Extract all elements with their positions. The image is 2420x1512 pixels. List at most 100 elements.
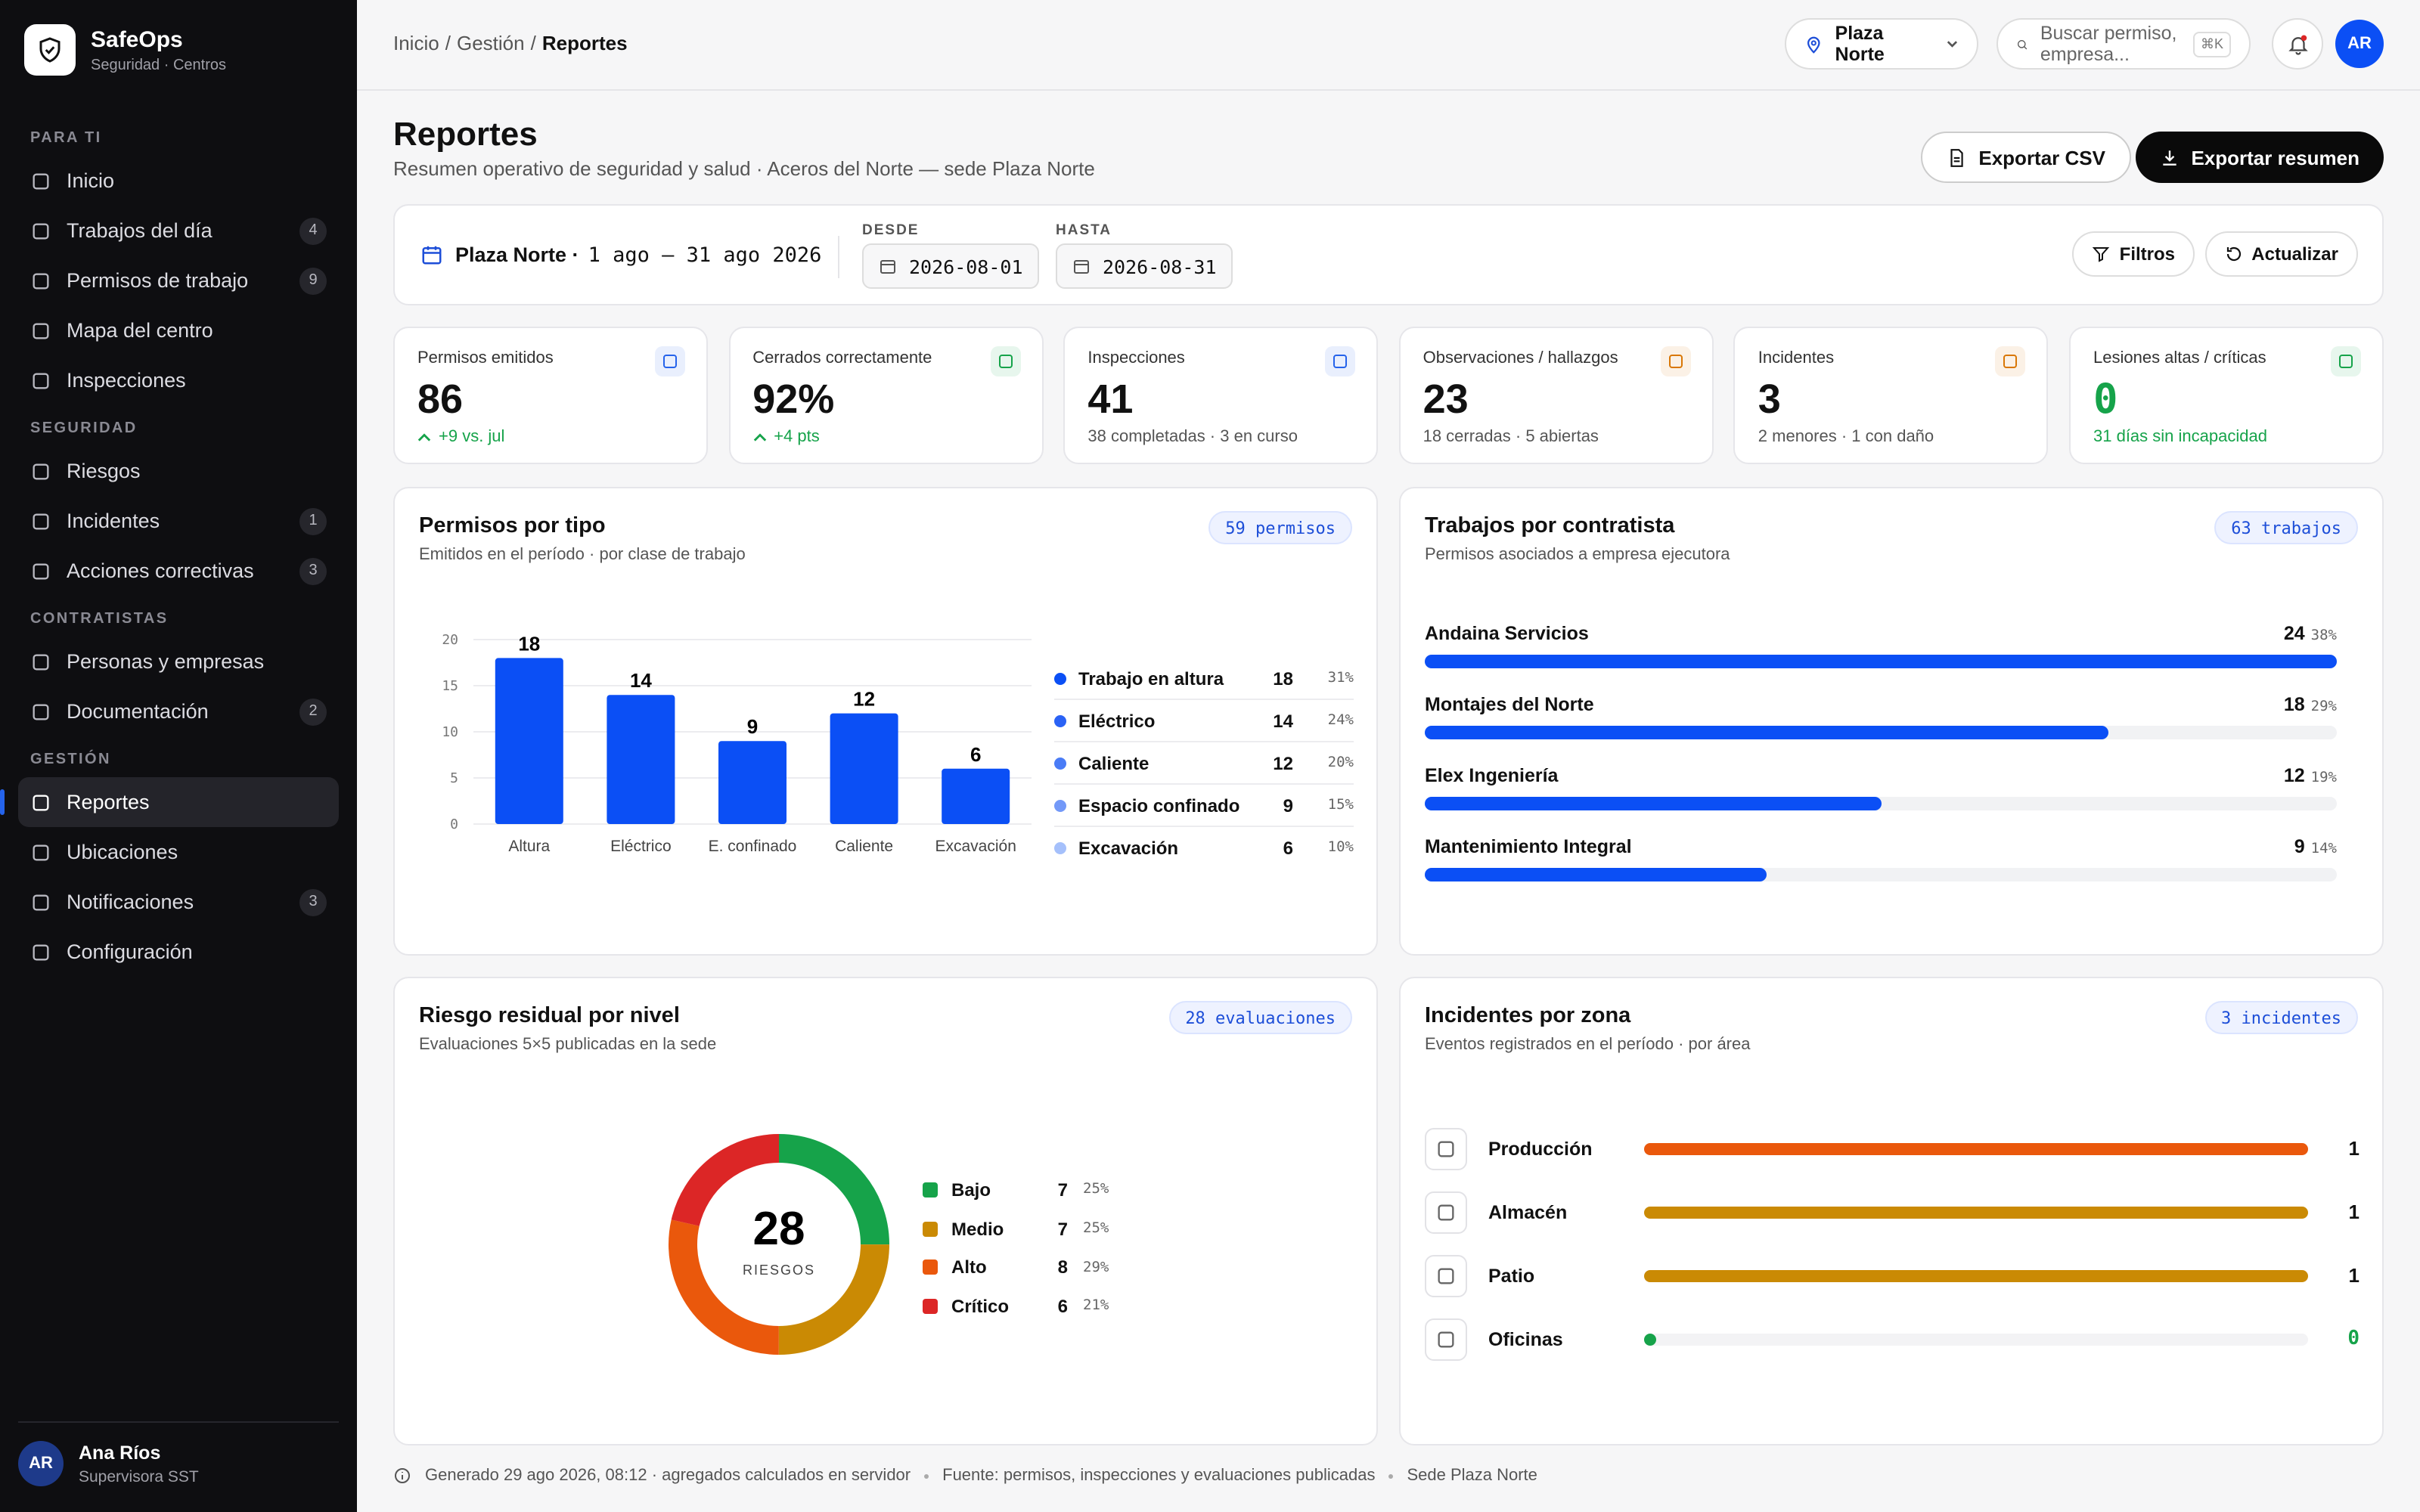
export-csv-button[interactable]: Exportar CSV bbox=[1921, 132, 2131, 183]
nav-item[interactable]: Acciones correctivas 3 bbox=[18, 546, 339, 596]
icon bbox=[33, 463, 49, 479]
kpi-note: +9 vs. jul bbox=[417, 428, 504, 446]
site-selector[interactable]: Plaza Norte bbox=[1785, 18, 1978, 70]
value-label: 12 bbox=[853, 688, 875, 711]
legend-value: 14 bbox=[1273, 710, 1293, 731]
legend-row: Alto 8 29% bbox=[923, 1248, 1134, 1287]
y-tick-label: 5 bbox=[450, 770, 458, 786]
icon-shape bbox=[2003, 355, 2018, 368]
contractor-share: 29% bbox=[2310, 699, 2337, 715]
legend: Bajo 7 25% Medio 7 25% Alto 8 29% Crítico 6 21% bbox=[923, 1170, 1134, 1326]
breadcrumb-item[interactable]: Gestión bbox=[456, 32, 525, 54]
legend-row: Excavación 6 10% bbox=[1054, 827, 1354, 868]
nav-badge: 3 bbox=[299, 888, 327, 916]
pin-icon bbox=[1807, 36, 1820, 53]
nav-item[interactable]: Permisos de trabajo 9 bbox=[18, 256, 339, 305]
separator-dot bbox=[924, 1473, 929, 1478]
nav-item[interactable]: Notificaciones 3 bbox=[18, 877, 339, 927]
kpi-label: Lesiones altas / críticas bbox=[2093, 349, 2266, 367]
bar-chart: 0 5 10 15 20 18 Altura 14 Eléctrico 9 E. confinado… bbox=[442, 632, 1032, 855]
icon bbox=[33, 844, 49, 860]
nav-badge: 1 bbox=[299, 507, 327, 534]
to-label: HASTA bbox=[1056, 222, 1112, 239]
icon-shape bbox=[33, 172, 49, 189]
icon-shape bbox=[33, 372, 49, 389]
separator-dot bbox=[1388, 1473, 1394, 1478]
nav-item[interactable]: Reportes bbox=[0, 777, 339, 827]
nav: PARA TI Inicio Trabajos del día 4 Permisos d… bbox=[0, 115, 339, 977]
breadcrumb: Inicio / Gestión / Reportes bbox=[393, 32, 628, 54]
notifications[interactable] bbox=[2272, 18, 2323, 70]
permits-card: Permisos por tipo Emitidos en el período… bbox=[393, 487, 1378, 956]
legend-name: Bajo bbox=[951, 1179, 991, 1201]
zone-value: 0 bbox=[2347, 1328, 2360, 1350]
icon-shape bbox=[1333, 355, 1348, 368]
trend-arrow bbox=[417, 432, 431, 441]
icon-shape bbox=[998, 355, 1013, 368]
nav-item[interactable]: Riesgos bbox=[18, 446, 339, 496]
contractor-value: 24 bbox=[2283, 623, 2305, 644]
nav-label: Riesgos bbox=[67, 460, 141, 482]
refresh-icon bbox=[2226, 246, 2241, 262]
bar bbox=[718, 741, 786, 824]
divider bbox=[838, 236, 839, 278]
nav-item[interactable]: Inicio bbox=[18, 156, 339, 206]
export-csv-label: Exportar CSV bbox=[1978, 146, 2105, 169]
nav-item[interactable]: Trabajos del día 4 bbox=[18, 206, 339, 256]
to-date[interactable]: 2026-08-31 bbox=[1056, 243, 1233, 289]
icon bbox=[1438, 1268, 1454, 1284]
legend-row: Crítico 6 21% bbox=[923, 1287, 1134, 1325]
kpi-icon bbox=[1660, 346, 1691, 376]
export-summary-label: Exportar resumen bbox=[2191, 146, 2360, 169]
kpi-icon bbox=[655, 346, 685, 376]
avatar[interactable]: AR bbox=[2335, 20, 2384, 68]
from-date[interactable]: 2026-08-01 bbox=[862, 243, 1040, 289]
kpi-icon bbox=[1325, 346, 1356, 376]
zone-name: Producción bbox=[1488, 1139, 1593, 1160]
kpi-note-text: +9 vs. jul bbox=[439, 428, 505, 446]
zone-row: Oficinas 0 bbox=[1425, 1318, 2360, 1361]
icon bbox=[33, 943, 49, 960]
nav-item[interactable]: Mapa del centro bbox=[18, 305, 339, 355]
nav-item[interactable]: Configuración bbox=[18, 927, 339, 977]
nav-item[interactable]: Personas y empresas bbox=[18, 637, 339, 686]
icon-shape bbox=[33, 894, 49, 910]
nav-item[interactable]: Incidentes 1 bbox=[18, 496, 339, 546]
bar bbox=[1644, 1143, 2308, 1155]
contractor-stats: 9 14% bbox=[2294, 836, 2337, 857]
icon-shape bbox=[33, 463, 49, 479]
contractor-stats: 12 19% bbox=[2284, 765, 2337, 786]
legend-name: Trabajo en altura bbox=[1078, 668, 1224, 689]
donut-segment bbox=[669, 1134, 889, 1355]
icon bbox=[33, 322, 49, 339]
donut-segment bbox=[669, 1134, 889, 1355]
kpi-card: Lesiones altas / críticas 0 31 días sin in… bbox=[2069, 327, 2384, 464]
search-placeholder: Buscar permiso, empresa... bbox=[2040, 23, 2177, 65]
nav-label: Acciones correctivas bbox=[67, 559, 254, 582]
from-label: DESDE bbox=[862, 222, 920, 239]
period: Plaza Norte · 1 ago – 31 ago 2026 bbox=[455, 243, 821, 268]
legend-swatch bbox=[923, 1221, 938, 1237]
icon-shape bbox=[1438, 1331, 1454, 1348]
export-summary-button[interactable]: Exportar resumen bbox=[2135, 132, 2384, 183]
filters-button[interactable]: Filtros bbox=[2072, 231, 2195, 277]
search[interactable]: Buscar permiso, empresa... ⌘K bbox=[1996, 18, 2251, 70]
icon-shape bbox=[33, 272, 49, 289]
breadcrumb-item[interactable]: Inicio bbox=[393, 32, 439, 54]
legend-name: Crítico bbox=[951, 1295, 1010, 1317]
user[interactable]: AR Ana Ríos Supervisora SST bbox=[18, 1421, 339, 1486]
icon-shape bbox=[33, 513, 49, 529]
icon bbox=[998, 355, 1013, 368]
legend-row: Trabajo en altura 18 31% bbox=[1054, 658, 1354, 700]
nav-item[interactable]: Ubicaciones bbox=[18, 827, 339, 877]
nav-item[interactable]: Inspecciones bbox=[18, 355, 339, 405]
nav-section-title: PARA TI bbox=[30, 130, 102, 147]
refresh-button[interactable]: Actualizar bbox=[2204, 231, 2358, 277]
kpi-note-text: 38 completadas · 3 en curso bbox=[1087, 428, 1298, 446]
icon bbox=[33, 513, 49, 529]
icon bbox=[33, 272, 49, 289]
nav-item[interactable]: Documentación 2 bbox=[18, 686, 339, 736]
